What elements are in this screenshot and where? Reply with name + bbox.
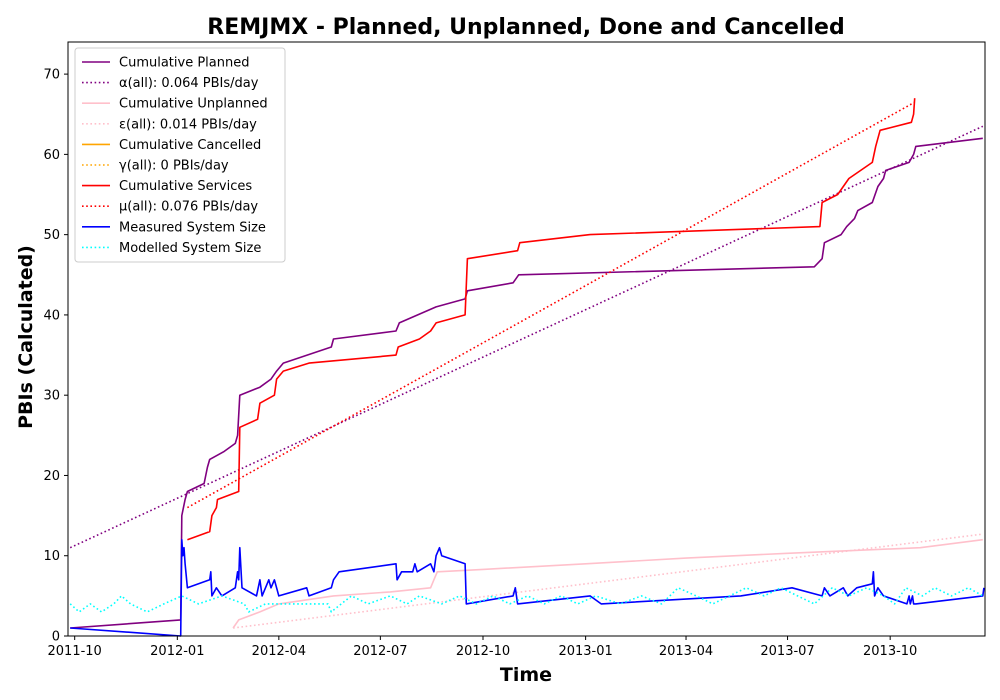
x-tick-label: 2012-01 <box>150 644 204 659</box>
x-tick-label: 2013-04 <box>659 644 713 659</box>
y-tick-label: 10 <box>43 549 60 564</box>
legend-label: Modelled System Size <box>119 241 261 256</box>
legend-label: μ(all): 0.076 PBIs/day <box>119 200 258 215</box>
y-tick-label: 50 <box>43 228 60 243</box>
plot-frame <box>67 41 986 637</box>
series-line-cumulative-planned <box>70 137 983 629</box>
y-tick-label: 20 <box>43 469 60 484</box>
y-axis-label: PBIs (Calculated) <box>15 245 37 429</box>
x-tick-label: 2013-07 <box>760 644 814 659</box>
legend-label: Cumulative Planned <box>119 56 249 71</box>
x-tick-label: 2012-10 <box>456 644 510 659</box>
series-line-cumulative-unplanned <box>232 538 983 629</box>
legend-label: γ(all): 0 PBIs/day <box>119 159 229 174</box>
x-tick-label: 2013-10 <box>863 644 917 659</box>
y-axis-label-text: PBIs (Calculated) <box>15 245 37 429</box>
y-tick-label: 40 <box>43 308 60 323</box>
plot-area <box>69 98 985 637</box>
y-tick-label: 30 <box>43 389 60 404</box>
y-tick-label: 0 <box>52 630 60 645</box>
legend-label: Cumulative Cancelled <box>119 138 261 153</box>
legend-label: α(all): 0.064 PBIs/day <box>119 76 259 91</box>
legend-label: Cumulative Unplanned <box>119 97 268 112</box>
series-line-modelled-system-size <box>69 587 984 613</box>
legend-box <box>74 47 286 263</box>
legend: Cumulative Planned α(all): 0.064 PBIs/day… <box>74 47 286 263</box>
series-line-measured-system-size <box>70 538 985 637</box>
series-line-all-0-076-pbis-day <box>187 101 916 509</box>
x-tick-label: 2012-04 <box>252 644 306 659</box>
y-tick-label: 60 <box>43 148 60 163</box>
axis-ticks: 2011-10 2012-01 2012-04 2012-07 2012-10 2013-… <box>43 68 917 659</box>
x-tick-label: 2012-07 <box>353 644 407 659</box>
y-tick-label: 70 <box>43 68 60 83</box>
legend-label: Cumulative Services <box>119 179 252 194</box>
legend-label: Measured System Size <box>119 220 266 235</box>
x-axis-label: Time <box>500 664 552 686</box>
x-tick-label: 2013-01 <box>558 644 612 659</box>
x-tick-label: 2011-10 <box>48 644 102 659</box>
legend-label: ε(all): 0.014 PBIs/day <box>119 117 257 132</box>
chart-title: REMJMX - Planned, Unplanned, Done and Ca… <box>207 15 844 40</box>
series-line-cumulative-services <box>187 98 916 541</box>
